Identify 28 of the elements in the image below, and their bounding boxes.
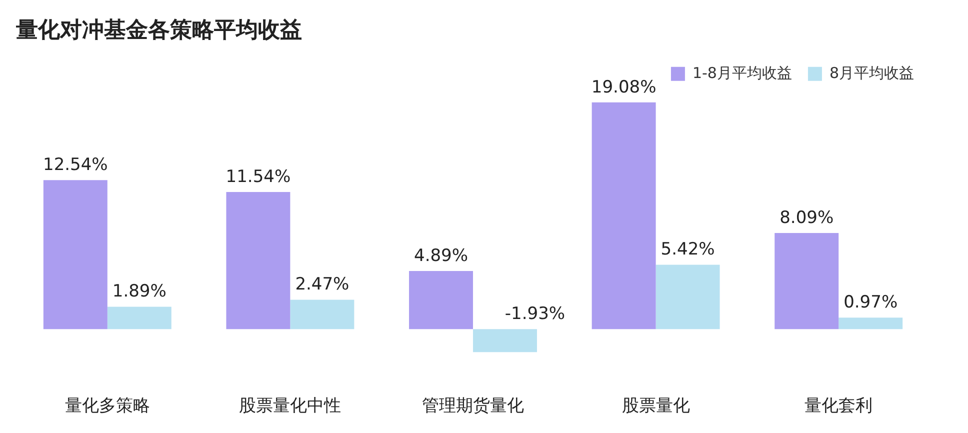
data-label: 2.47% [295,274,350,295]
bar [656,264,720,330]
bar [290,300,354,330]
x-tick-label: 量化多策略 [64,396,150,416]
bar [409,271,473,330]
data-label: -1.93% [504,304,566,324]
legend-label: 1-8月平均收益 [692,64,792,82]
data-label: 4.89% [414,246,468,266]
data-label: 8.09% [780,208,834,228]
x-tick-label: 管理期货量化 [422,396,524,416]
bar [774,232,839,330]
data-label: 11.54% [226,166,291,187]
x-tick-label: 股票量化 [622,396,690,416]
x-tick-label: 股票量化中性 [239,396,342,416]
legend-label: 8月平均收益 [829,64,914,82]
data-label: 0.97% [844,292,898,313]
chart-title: 量化对冲基金各策略平均收益 [15,18,302,43]
data-label: 1.89% [112,282,166,302]
bar [107,306,172,330]
data-label: 19.08% [591,77,656,98]
bar [838,318,903,330]
bar [473,329,537,352]
data-label: 5.42% [660,240,715,260]
bar [43,180,108,330]
data-label: 12.54% [42,155,108,176]
bar [226,192,290,330]
bar [592,102,656,330]
x-tick-label: 量化套利 [804,396,873,416]
